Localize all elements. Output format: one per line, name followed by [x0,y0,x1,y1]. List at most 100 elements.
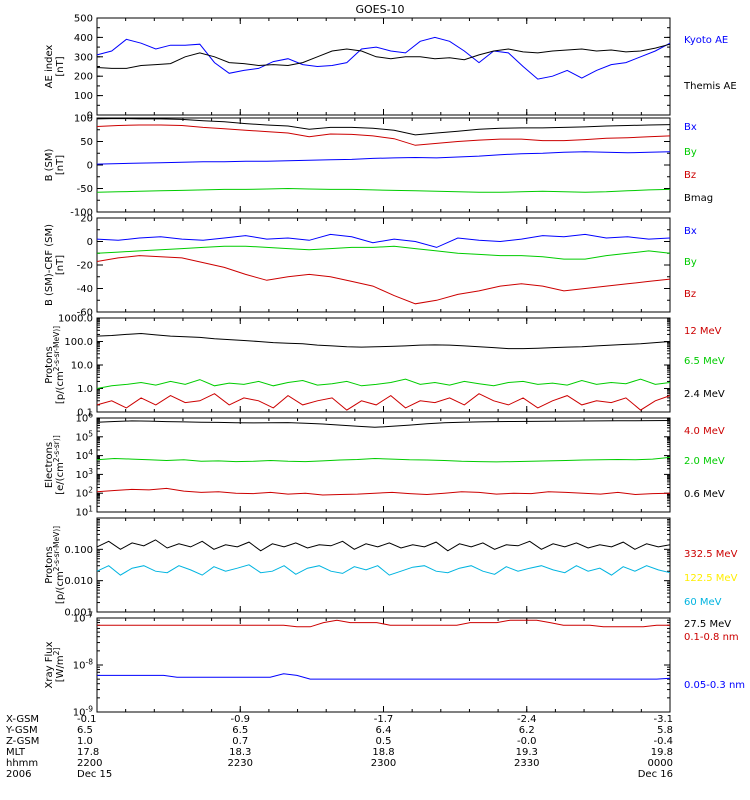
orbit-cell: -0.9 [230,714,250,725]
plot-frame [96,317,671,413]
legend-entry: 2.4 MeV [684,389,725,400]
orbit-row-label: 2006 [6,769,31,780]
legend-entry: 122.5 MeV [684,573,738,584]
legend-entry: 2.0 MeV [684,456,725,467]
panel-2: -100 -50 0 50 100 B (SM) [nT] Bx By Bz Bmag [44,114,713,219]
panel-4: 0.1 1.0 10.0 100.0 1000.0 Protons[p/(cm2-s-sr… [44,314,725,419]
series-line-kyoto-ae [96,36,671,80]
orbit-cell: 5.8 [657,725,673,736]
y-tick-label: 100.0 [64,337,93,348]
series-line-2-4-mev [96,332,671,350]
y-tick-label: 0.1 [77,407,93,418]
series-line-bx [96,151,671,165]
y-tick-label: 104 [75,448,93,463]
y-tick-label: 50 [80,137,93,148]
legend-entry: Bmag [684,193,713,204]
series-line-0-05-0-3-nm [97,673,671,680]
orbit-cell: 6.5 [232,725,248,736]
y-tick-label: 106 [75,410,93,425]
y-axis-title-base: [p/(cm [55,571,66,604]
y-tick-label: 10-8 [73,657,93,672]
orbit-cell: 18.8 [372,747,394,758]
series-line-60-mev [96,564,671,576]
legend-entry: 4.0 MeV [684,426,725,437]
orbit-cell: 0.7 [232,736,248,747]
series-line-bz [96,255,671,305]
legend: 4.0 MeV 2.0 MeV 0.6 MeV [684,426,725,500]
series-line-bmag [96,117,671,136]
y-tick-label-exponent: 5 [88,429,93,438]
y-tick-label-exponent: 3 [88,466,93,475]
plot-frame [96,117,671,213]
orbit-cell: -1.7 [374,714,394,725]
series-line-bx [96,233,671,248]
y-tick-label: 10-9 [73,704,93,719]
series-line-6-5-mev [96,378,671,389]
panel-6: 0.001 0.010 0.100 Protons[p/(cm2-s-sr-MeV)]… [44,517,738,630]
y-tick-label: -20 [77,261,93,272]
y-tick-label: -40 [77,284,93,295]
series-line-2-0-mev [96,456,671,463]
y-tick-label: 1.0 [77,384,93,395]
orbit-cell: 0000 [648,758,673,769]
y-axis-title: [W/m2] [52,648,67,683]
y-tick-label: 0.100 [64,545,93,556]
y-axis-title-exponent: 2-s-sr)] [52,435,61,462]
y-tick-label-base: 10 [73,661,86,672]
y-axis-title: B (SM) [44,148,55,181]
y-axis-title: [e/(cm2-s-sr)] [52,435,67,495]
y-axis-title: [p/(cm2-s-sr-MeV)] [52,326,67,404]
legend-entry: Bz [684,170,696,181]
y-axis-title: [nT] [55,56,66,76]
plot-frame [96,417,671,513]
y-tick-label: 0 [87,111,93,122]
legend-entry: 12 MeV [684,326,722,337]
series-line-by [96,187,671,193]
y-axis-title: Electrons [44,442,55,488]
legend-entry: Bx [684,226,697,237]
y-tick-label-base: 10 [73,614,86,625]
orbit-info-table: X-GSMY-GSMZ-GSMMLThhmm2006-0.16.51.017.8… [5,714,673,780]
y-axis-title-base: [W/m [55,655,66,682]
legend-entry: Themis AE [683,81,737,92]
plot-frame [96,517,671,613]
orbit-row-label: Z-GSM [6,736,39,747]
y-tick-label: 101 [75,504,93,519]
y-axis-title: [p/(cm2-s-sr-MeV)] [52,526,67,604]
y-tick-label-base: 10 [75,470,88,481]
orbit-cell: 2330 [514,758,539,769]
y-axis-title: Protons [44,346,55,383]
y-tick-label: 1000.0 [58,314,93,325]
y-tick-label: -100 [70,208,93,219]
y-tick-label: 10.0 [71,361,93,372]
series-line-themis-ae [96,43,671,69]
y-axis-title-base: [p/(cm [55,371,66,404]
legend-entry: 27.5 MeV [684,619,731,630]
legend-entry: By [684,257,697,268]
y-tick-label-exponent: 6 [88,410,93,419]
y-tick-label: 100 [74,114,93,125]
plot-frame [96,617,671,713]
y-axis-title-exponent: 2-s-sr-MeV)] [52,526,61,571]
y-tick-label: -60 [77,308,93,319]
series-line-12-mev [96,393,671,411]
orbit-cell: 2200 [77,758,102,769]
series-line-4-0-mev [96,487,671,496]
y-tick-label: 0 [87,237,93,248]
y-tick-label-exponent: 4 [88,448,93,457]
y-tick-label-base: 10 [73,707,86,718]
y-tick-label: 20 [80,214,93,225]
y-tick-label: 200 [74,72,93,83]
y-tick-label-base: 10 [75,451,88,462]
y-tick-label: 105 [75,429,93,444]
plot-frame [96,17,671,116]
y-tick-label-base: 10 [75,507,88,518]
panel-3: -60 -40 -20 0 20 B (SM)-CRF (SM) [nT] Bx By Bz [44,214,697,319]
y-tick-label-exponent: -8 [86,657,94,666]
orbit-row-label: hhmm [6,758,38,769]
orbit-cell: Dec 15 [77,769,112,780]
y-tick-label: 102 [75,485,93,500]
